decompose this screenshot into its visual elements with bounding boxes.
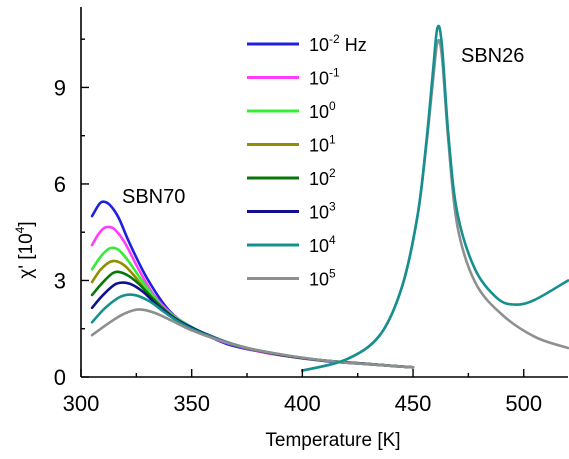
series-line-10 <box>301 24 569 372</box>
series-line-9 <box>301 38 569 372</box>
legend-label-5-base: 10 <box>309 169 329 189</box>
series-line-6 <box>90 281 415 369</box>
legend-label-5-sup: 2 <box>329 166 336 180</box>
x-tick-label-2: 350 <box>173 391 210 416</box>
legend-label-7-sup: 4 <box>329 233 336 247</box>
legend-label-1-sup: -2 <box>329 32 340 46</box>
legend-label-2: 10-1 <box>309 66 340 89</box>
legend-label-6-sup: 3 <box>329 200 336 214</box>
legend-label-6: 103 <box>309 200 336 223</box>
y-tick-label-2: 3 <box>54 268 66 293</box>
legend-label-8-sup: 5 <box>329 267 336 281</box>
x-tick-label-4: 450 <box>395 391 432 416</box>
y-tick-label-4: 9 <box>54 75 66 100</box>
legend-label-4: 101 <box>309 133 336 156</box>
annotation-sbn70: SBN70 <box>122 186 185 208</box>
legend-label-6-base: 10 <box>309 203 329 223</box>
legend-label-1-suffix: Hz <box>340 35 367 55</box>
y-axis-title-sup: 4 <box>13 226 27 233</box>
x-tick-label-3: 400 <box>284 391 321 416</box>
y-tick-label-1: 0 <box>54 365 66 390</box>
legend-label-7-base: 10 <box>309 236 329 256</box>
legend-label-3-base: 10 <box>309 102 329 122</box>
legend-label-4-base: 10 <box>309 136 329 156</box>
y-axis-title: χ' [104] <box>13 221 37 278</box>
legend-label-5: 102 <box>309 166 336 189</box>
legend-label-2-sup: -1 <box>329 66 340 80</box>
y-axis-title-tail: ] <box>16 221 37 226</box>
legend-label-8-base: 10 <box>309 270 329 290</box>
legend-label-4-sup: 1 <box>329 133 336 147</box>
annotation-sbn26: SBN26 <box>461 45 524 67</box>
y-axis-title-main: χ' [10 <box>16 233 37 278</box>
legend-label-3-sup: 0 <box>329 99 336 113</box>
x-tick-label-1: 300 <box>63 391 100 416</box>
legend-label-3: 100 <box>309 99 336 122</box>
legend-label-1: 10-2 Hz <box>309 32 367 55</box>
y-tick-label-3: 6 <box>54 172 66 197</box>
series-line-5 <box>90 270 415 369</box>
legend-label-1-base: 10 <box>309 35 329 55</box>
plot-area <box>90 24 569 372</box>
legend-label-2-base: 10 <box>309 69 329 89</box>
legend-label-8: 105 <box>309 267 336 290</box>
x-axis-title: Temperature [K] <box>265 430 400 451</box>
x-tick-label-5: 500 <box>505 391 542 416</box>
series-line-7 <box>90 293 415 369</box>
series-line-8 <box>90 308 415 369</box>
legend-label-7: 104 <box>309 233 336 256</box>
